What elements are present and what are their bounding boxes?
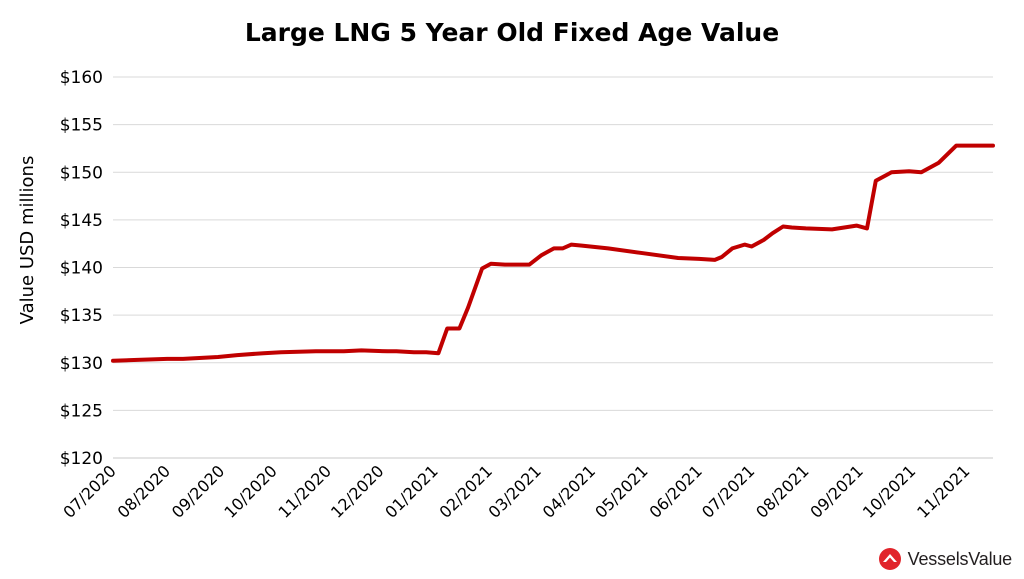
x-tick-label: 12/2020 <box>327 461 387 521</box>
x-tick-label: 07/2020 <box>59 461 119 521</box>
x-tick-label: 09/2021 <box>806 461 866 521</box>
y-axis-ticks: $120 $125 $130 $135 $140 $145 $150 $155 $160 <box>60 68 103 469</box>
vesselsvalue-logo-icon <box>878 548 901 570</box>
y-axis-label: Value USD millions <box>17 156 38 325</box>
x-tick-label: 08/2021 <box>752 461 812 521</box>
x-tick-label: 08/2020 <box>114 461 174 521</box>
series-line <box>111 143 995 363</box>
x-tick-label: 06/2021 <box>645 461 705 521</box>
y-tick-label: $160 <box>60 68 103 88</box>
x-tick-label: 07/2021 <box>698 461 758 521</box>
y-tick-label: $150 <box>60 163 103 183</box>
x-tick-label: 05/2021 <box>591 461 651 521</box>
x-tick-label: 02/2021 <box>436 461 496 521</box>
brand-name: VesselsValue <box>907 548 1013 569</box>
series-group <box>111 143 995 363</box>
y-tick-label: $125 <box>60 401 103 421</box>
y-tick-label: $120 <box>60 449 103 469</box>
x-tick-label: 09/2020 <box>168 461 228 521</box>
y-tick-label: $140 <box>60 259 103 279</box>
x-tick-label: 10/2020 <box>220 461 280 521</box>
y-tick-label: $145 <box>60 211 103 231</box>
gridlines <box>113 76 993 459</box>
x-tick-label: 01/2021 <box>381 461 441 521</box>
x-tick-label: 03/2021 <box>485 461 545 521</box>
y-tick-label: $135 <box>60 306 103 326</box>
x-tick-label: 04/2021 <box>539 461 599 521</box>
x-tick-label: 11/2021 <box>913 461 973 521</box>
x-tick-label: 10/2021 <box>859 461 919 521</box>
y-tick-label: $130 <box>60 354 103 374</box>
x-axis-ticks: 07/202008/202009/202010/202011/202012/20… <box>59 461 973 521</box>
brand-logo: VesselsValue <box>878 547 1012 571</box>
x-tick-label: 11/2020 <box>275 461 335 521</box>
chart-title: Large LNG 5 Year Old Fixed Age Value <box>244 18 780 47</box>
y-tick-label: $155 <box>60 116 103 136</box>
